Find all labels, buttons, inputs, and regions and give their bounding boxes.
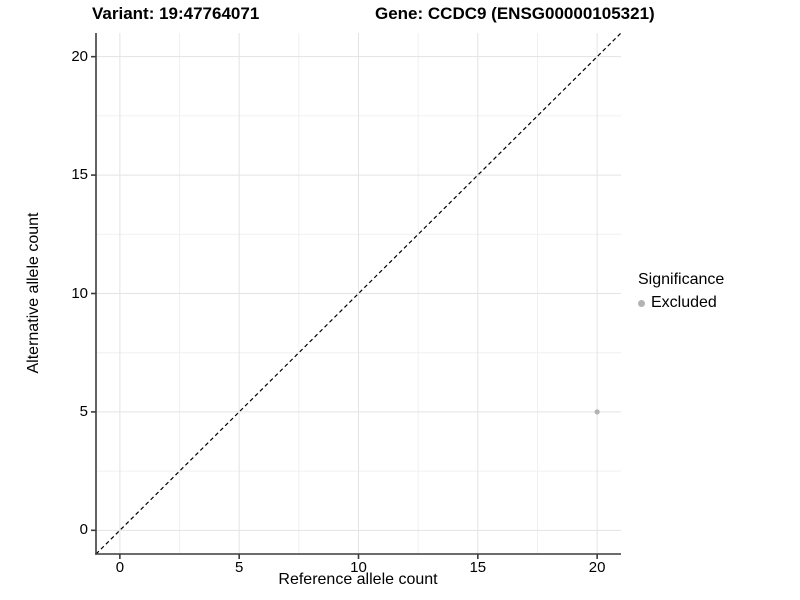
excluded-point-icon <box>638 299 645 307</box>
y-tick-label-15: 15 <box>71 166 88 184</box>
x-tick-label-20: 20 <box>588 559 606 576</box>
x-axis-title: Reference allele count <box>278 571 438 588</box>
x-tick-label-0: 0 <box>115 559 125 576</box>
legend-title: Significance <box>638 271 725 288</box>
x-tick-label-15: 15 <box>469 559 487 576</box>
variant-title: Variant: 19:47764071 <box>92 4 260 23</box>
y-axis-title: Alternative allele count <box>25 212 42 374</box>
legend-item-label: Excluded <box>651 294 717 311</box>
y-tick-label-20: 20 <box>71 47 88 65</box>
x-tick-label-10: 10 <box>350 559 367 576</box>
x-tick-label-5: 5 <box>235 559 244 576</box>
legend: Significance Excluded <box>638 270 724 313</box>
y-tick-label-10: 10 <box>71 284 88 302</box>
identity-reference-line <box>95 32 622 555</box>
y-tick-label-5: 5 <box>79 402 88 420</box>
data-point-excluded <box>594 409 600 415</box>
y-tick-label-0: 0 <box>79 521 88 539</box>
legend-item-excluded: Excluded <box>638 293 724 313</box>
gene-title: Gene: CCDC9 (ENSG00000105321) <box>375 4 655 23</box>
